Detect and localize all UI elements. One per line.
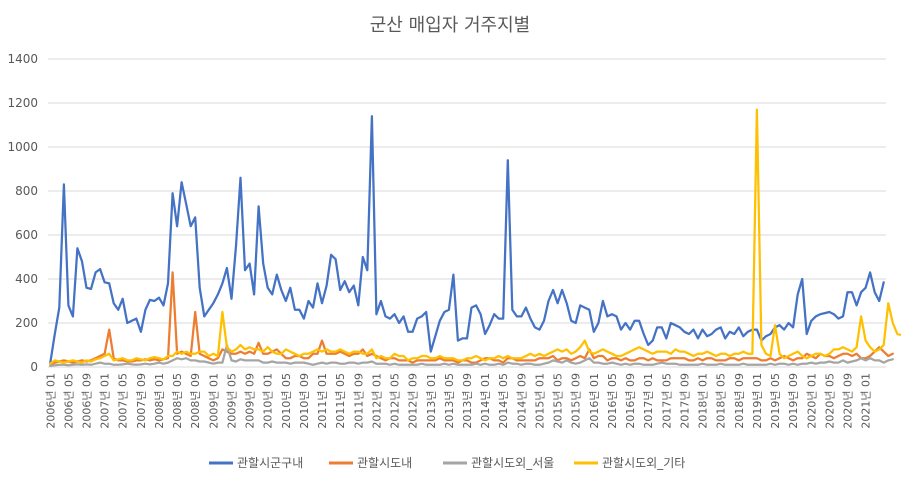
x-tick-label: 2009년 09 [244,373,257,429]
legend-label-3: 관할시도외_기타 [602,456,685,470]
x-tick-label: 2015년 05 [552,373,565,429]
x-tick-label: 2015년 09 [570,373,583,429]
x-tick-label: 2019년 05 [769,373,782,429]
x-tick-label: 2008년 09 [189,373,202,429]
x-tick-label: 2013년 01 [425,373,438,429]
y-tick-label: 1400 [7,52,38,66]
x-tick-label: 2020년 05 [823,373,836,429]
x-tick-label: 2011년 05 [334,373,347,429]
x-tick-label: 2020년 09 [841,373,854,429]
x-tick-label: 2018년 01 [697,373,710,429]
x-tick-label: 2007년 01 [99,373,112,429]
x-axis: 2006년 01 2006년 05 2006년 09 2007년 01 2007년 05… [44,373,872,429]
legend: 관할시군구내 관할시도내 관할시도외_서울 관할시도외_기타 [209,456,685,470]
series-line-0 [49,115,885,364]
x-tick-label: 2011년 09 [352,373,365,429]
x-tick-label: 2010년 01 [262,373,275,429]
x-tick-label: 2016년 01 [588,373,601,429]
x-tick-label: 2007년 05 [117,373,130,429]
x-tick-label: 2017년 05 [660,373,673,429]
y-tick-label: 1000 [7,140,38,154]
x-tick-label: 2020년 01 [805,373,818,429]
x-tick-label: 2017년 01 [642,373,655,429]
x-tick-label: 2014년 01 [479,373,492,429]
y-tick-label: 800 [15,184,38,198]
gridlines [48,58,886,368]
legend-label-2: 관할시도외_서울 [471,456,554,470]
y-tick-label: 1200 [7,96,38,110]
y-tick-label: 400 [15,272,38,286]
x-tick-label: 2016년 09 [624,373,637,429]
x-tick-label: 2015년 01 [533,373,546,429]
x-tick-label: 2012년 09 [407,373,420,429]
x-tick-label: 2009년 01 [207,373,220,429]
x-tick-label: 2012년 05 [389,373,402,429]
x-tick-label: 2008년 01 [153,373,166,429]
y-axis: 0 200 400 600 800 1000 1200 1400 [7,52,38,374]
x-tick-label: 2017년 09 [678,373,691,429]
x-tick-label: 2018년 05 [715,373,728,429]
x-tick-label: 2014년 09 [515,373,528,429]
series-line-1 [49,271,894,366]
x-tick-label: 2008년 05 [171,373,184,429]
x-tick-label: 2009년 05 [225,373,238,429]
y-tick-label: 200 [15,316,38,330]
x-tick-label: 2006년 05 [62,373,75,429]
x-tick-label: 2007년 09 [135,373,148,429]
series-line-2 [49,343,894,368]
series-lines [49,108,901,368]
x-tick-label: 2006년 09 [81,373,94,429]
x-tick-label: 2016년 05 [606,373,619,429]
y-tick-label: 0 [30,360,38,374]
legend-label-1: 관할시도내 [357,456,412,470]
x-tick-label: 2019년 01 [751,373,764,429]
x-tick-label: 2013년 05 [443,373,456,429]
x-tick-label: 2012년 01 [370,373,383,429]
legend-label-0: 관할시군구내 [237,456,303,470]
y-tick-label: 600 [15,228,38,242]
x-tick-label: 2014년 05 [497,373,510,429]
x-tick-label: 2011년 01 [316,373,329,429]
x-tick-label: 2006년 01 [44,373,57,429]
chart-title: 군산 매입자 거주지별 [370,15,530,36]
x-tick-label: 2018년 09 [733,373,746,429]
x-tick-label: 2010년 05 [280,373,293,429]
x-tick-label: 2021년 01 [860,373,873,429]
series-line-3 [49,108,901,365]
x-tick-label: 2010년 09 [298,373,311,429]
x-tick-label: 2019년 09 [787,373,800,429]
x-tick-label: 2013년 09 [461,373,474,429]
